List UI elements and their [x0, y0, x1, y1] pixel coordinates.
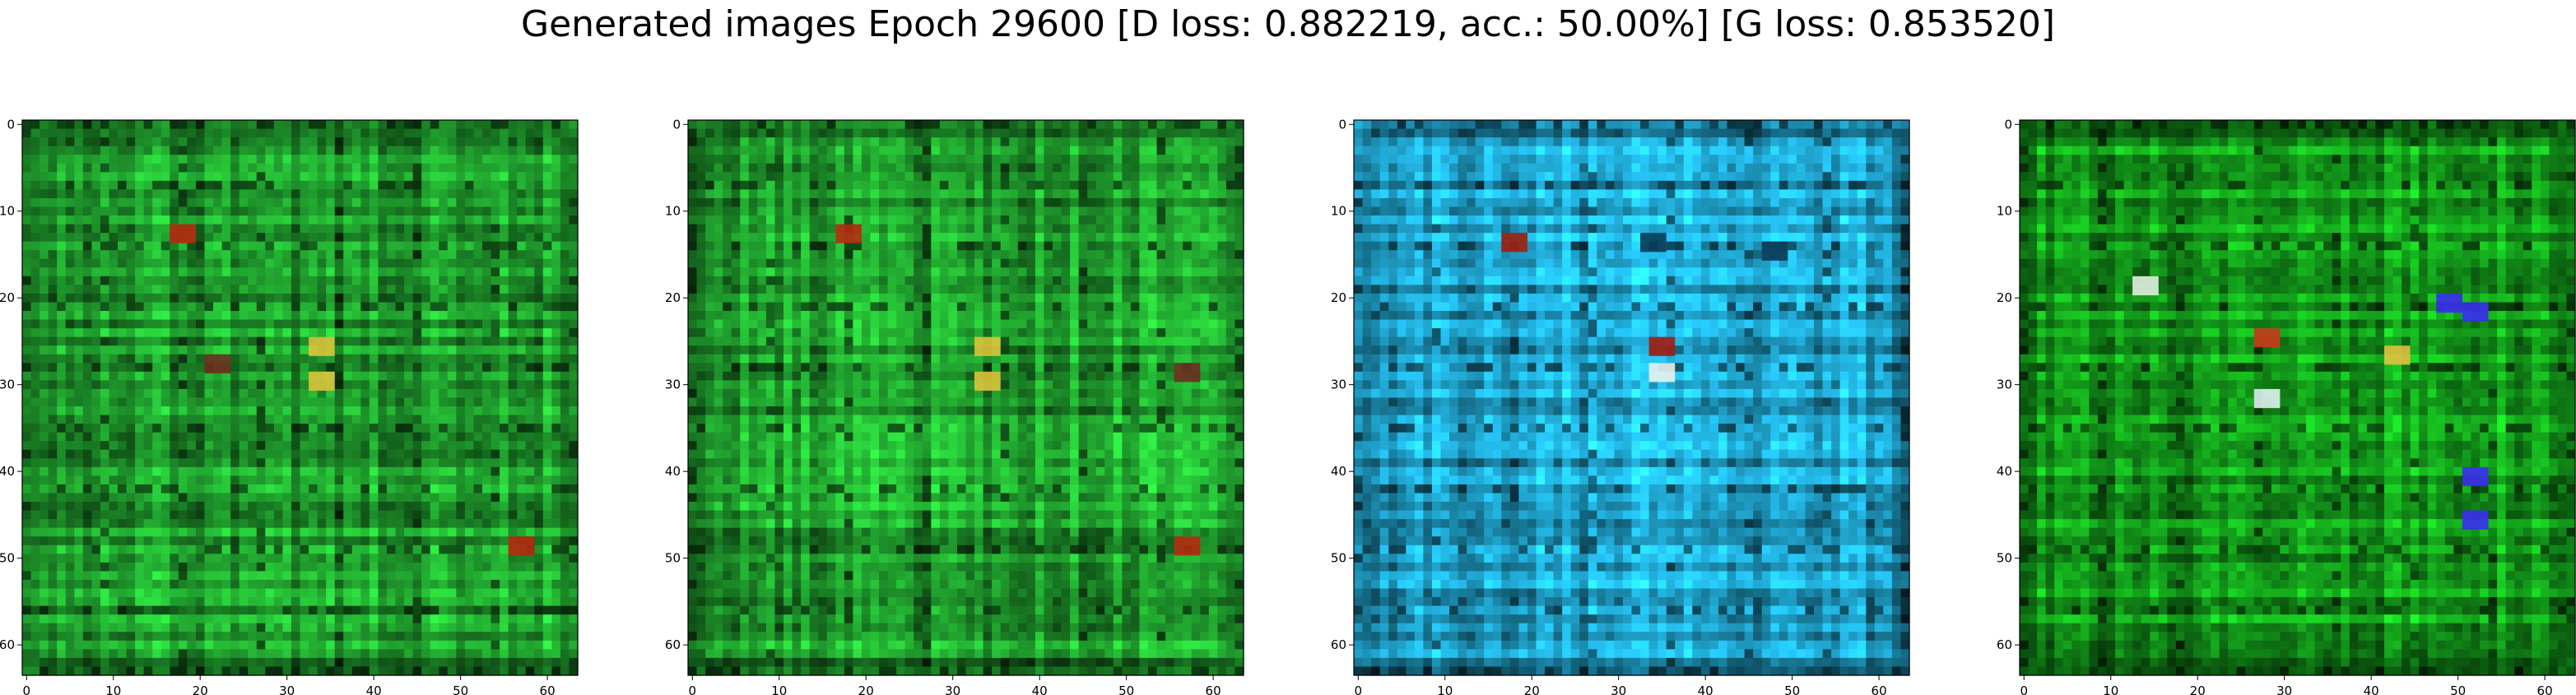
x-tick-label: 20	[858, 683, 874, 695]
x-tick-label: 60	[540, 683, 556, 695]
x-tick-label: 40	[366, 683, 382, 695]
x-tick-label: 20	[2190, 683, 2206, 695]
image-panel-3: 0 10 20 30 40 50 60 0 10 20 30 40 50 60	[1331, 117, 1910, 695]
x-tick-label: 10	[771, 683, 787, 695]
y-tick-label: 40	[1997, 464, 2012, 479]
y-tick-label: 30	[1997, 378, 2012, 392]
generated-image	[2020, 120, 2576, 676]
y-tick-label: 20	[665, 290, 681, 305]
x-tick-label: 50	[453, 683, 468, 695]
y-tick-label: 50	[1331, 551, 1346, 566]
figure-title: Generated images Epoch 29600 [D loss: 0.…	[520, 3, 2056, 45]
generated-image	[688, 120, 1244, 676]
x-tick-label: 30	[279, 683, 295, 695]
x-tick-label: 10	[2103, 683, 2118, 695]
x-tick-label: 10	[1437, 683, 1453, 695]
y-tick-label: 40	[0, 464, 15, 479]
y-tick-label: 60	[0, 637, 15, 652]
x-tick-label: 40	[1032, 683, 1048, 695]
y-tick-label: 60	[665, 637, 681, 652]
y-tick-label: 0	[2004, 117, 2012, 132]
y-tick-label: 40	[665, 464, 681, 479]
y-tick-label: 0	[1338, 117, 1346, 132]
y-tick-label: 50	[1997, 551, 2012, 566]
x-tick-label: 20	[193, 683, 208, 695]
x-tick-label: 50	[1118, 683, 1134, 695]
y-tick-label: 10	[1997, 204, 2012, 219]
x-tick-label: 0	[1355, 683, 1363, 695]
y-tick-label: 30	[0, 378, 15, 392]
y-tick-label: 30	[1331, 378, 1346, 392]
x-tick-label: 30	[2276, 683, 2292, 695]
y-tick-label: 20	[1331, 290, 1346, 305]
axes-frame	[687, 119, 1244, 676]
x-tick-label: 20	[1524, 683, 1540, 695]
y-tick-label: 20	[0, 290, 15, 305]
y-tick-label: 10	[0, 204, 15, 219]
x-tick-label: 60	[1872, 683, 1887, 695]
x-tick-label: 60	[2537, 683, 2553, 695]
y-tick-label: 40	[1331, 464, 1346, 479]
x-tick-label: 30	[1611, 683, 1626, 695]
y-tick-label: 20	[1997, 290, 2012, 305]
y-tick-label: 0	[672, 117, 681, 132]
x-tick-label: 60	[1206, 683, 1221, 695]
y-tick-label: 50	[0, 551, 15, 566]
generated-image	[22, 120, 579, 676]
y-tick-label: 60	[1997, 637, 2012, 652]
image-panel-1: 0 10 20 30 40 50 60 0 10 20 30 40 50 60	[0, 117, 579, 695]
x-tick-label: 10	[105, 683, 121, 695]
x-tick-label: 0	[2020, 683, 2029, 695]
x-tick-label: 50	[2450, 683, 2466, 695]
x-tick-label: 40	[2364, 683, 2379, 695]
y-tick-label: 30	[665, 378, 681, 392]
y-tick-label: 10	[1331, 204, 1346, 219]
image-panel-2: 0 10 20 30 40 50 60 0 10 20 30 40 50 60	[665, 117, 1244, 695]
y-tick-label: 10	[665, 204, 681, 219]
x-tick-label: 30	[945, 683, 960, 695]
axes-frame	[21, 119, 579, 676]
y-tick-label: 0	[7, 117, 15, 132]
generated-image	[1354, 120, 1910, 676]
image-panel-4: 0 10 20 30 40 50 60 0 10 20 30 40 50 60	[1997, 117, 2576, 695]
y-tick-label: 50	[665, 551, 681, 566]
x-tick-label: 50	[1784, 683, 1800, 695]
x-tick-label: 40	[1698, 683, 1713, 695]
x-tick-label: 0	[689, 683, 697, 695]
y-tick-label: 60	[1331, 637, 1346, 652]
axes-frame	[1353, 119, 1910, 676]
axes-frame	[2019, 119, 2576, 676]
x-tick-label: 0	[23, 683, 31, 695]
